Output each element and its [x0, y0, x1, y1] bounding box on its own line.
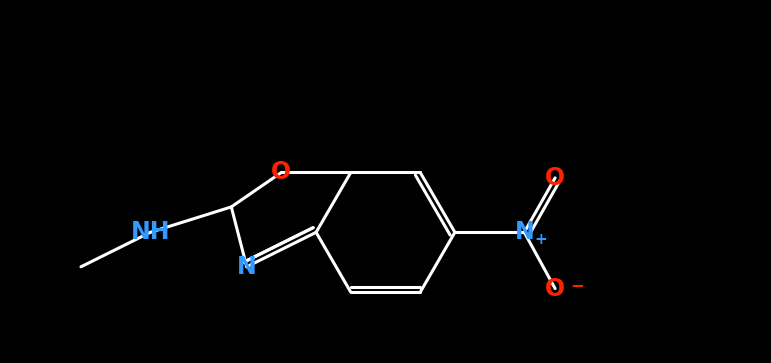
Text: O: O — [271, 160, 291, 184]
Text: +: + — [535, 232, 547, 247]
Text: N: N — [514, 220, 534, 244]
Text: NH: NH — [130, 220, 170, 244]
Text: −: − — [570, 276, 584, 294]
Text: O: O — [545, 166, 565, 190]
Text: O: O — [545, 277, 565, 301]
Text: N: N — [237, 255, 257, 279]
